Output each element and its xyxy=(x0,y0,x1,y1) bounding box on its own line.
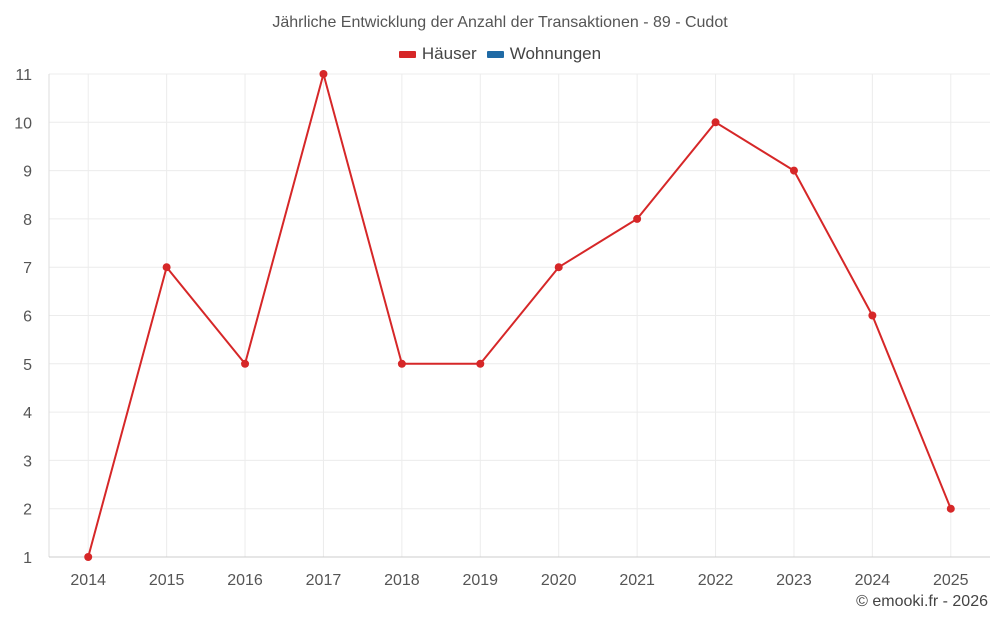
data-point-haeuser-2015[interactable] xyxy=(162,263,171,272)
data-point-haeuser-2014[interactable] xyxy=(84,553,93,561)
y-tick-label-5: 5 xyxy=(23,357,32,374)
series-line-haeuser xyxy=(87,73,952,558)
data-point-haeuser-2025[interactable] xyxy=(946,504,955,513)
legend-label-wohnungen: Wohnungen xyxy=(509,44,602,63)
legend-item-haeuser[interactable]: Häuser xyxy=(398,44,477,64)
y-tick-label-10: 10 xyxy=(14,115,32,132)
data-point-haeuser-2017[interactable] xyxy=(319,70,328,78)
x-tick-label-2016: 2016 xyxy=(227,572,263,589)
legend-swatch-wohnungen xyxy=(486,50,504,58)
x-tick-label-2014: 2014 xyxy=(70,572,106,589)
x-tick-label-2022: 2022 xyxy=(698,572,734,589)
data-point-haeuser-2022[interactable] xyxy=(711,118,720,127)
legend-item-wohnungen[interactable]: Wohnungen xyxy=(486,44,602,64)
x-tick-label-2024: 2024 xyxy=(855,572,891,589)
y-tick-label-11: 11 xyxy=(15,67,32,84)
x-tick-label-2015: 2015 xyxy=(149,572,185,589)
data-point-haeuser-2023[interactable] xyxy=(789,166,798,175)
x-tick-label-2019: 2019 xyxy=(462,572,498,589)
data-point-haeuser-2018[interactable] xyxy=(397,359,406,368)
credit-text: © emooki.fr - 2026 xyxy=(856,593,988,610)
x-tick-label-2020: 2020 xyxy=(541,572,577,589)
data-point-haeuser-2016[interactable] xyxy=(241,359,250,368)
legend: Häuser Wohnungen xyxy=(0,44,1000,64)
x-tick-label-2025: 2025 xyxy=(933,572,969,589)
x-tick-label-2021: 2021 xyxy=(619,572,655,589)
y-tick-label-4: 4 xyxy=(23,405,32,422)
y-tick-label-6: 6 xyxy=(23,309,32,326)
x-tick-label-2023: 2023 xyxy=(776,572,812,589)
y-tick-label-3: 3 xyxy=(23,453,32,470)
legend-swatch-haeuser xyxy=(398,50,416,58)
y-tick-label-2: 2 xyxy=(23,502,32,519)
data-point-haeuser-2024[interactable] xyxy=(868,311,877,320)
x-tick-label-2017: 2017 xyxy=(306,572,342,589)
x-tick-label-2018: 2018 xyxy=(384,572,420,589)
y-tick-label-7: 7 xyxy=(23,260,32,277)
data-point-haeuser-2020[interactable] xyxy=(554,263,563,272)
data-point-haeuser-2021[interactable] xyxy=(633,214,642,223)
chart-title: Jährliche Entwicklung der Anzahl der Tra… xyxy=(272,14,728,31)
y-tick-label-1: 1 xyxy=(23,550,32,567)
data-point-haeuser-2019[interactable] xyxy=(476,359,485,368)
y-tick-label-8: 8 xyxy=(23,212,32,229)
legend-label-haeuser: Häuser xyxy=(421,44,477,63)
y-tick-label-9: 9 xyxy=(23,164,32,181)
